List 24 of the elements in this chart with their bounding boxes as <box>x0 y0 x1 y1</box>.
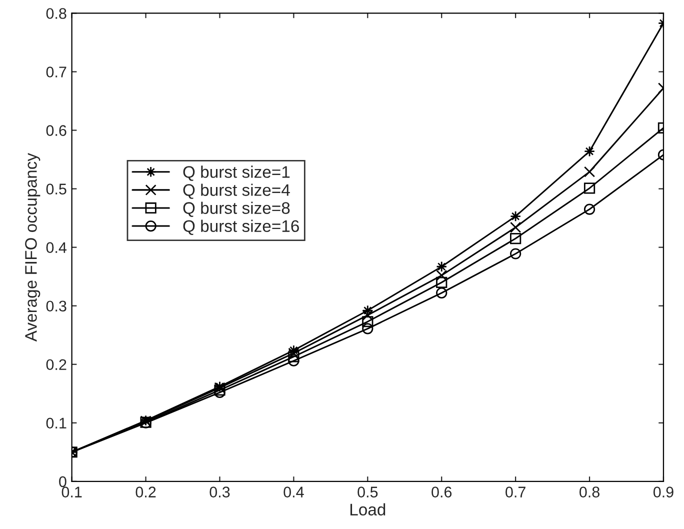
x-tick-label: 0.8 <box>580 486 600 498</box>
y-tick-label: 0.2 <box>46 359 66 370</box>
x-tick-label: 0.9 <box>653 486 674 498</box>
x-tick-label: 0.7 <box>506 486 526 498</box>
x-axis-title: Load <box>350 503 386 516</box>
y-tick-label: 0.1 <box>46 418 66 429</box>
x-tick-label: 0.4 <box>284 486 304 498</box>
legend-label: Q burst size=16 <box>183 220 299 236</box>
y-tick-label: 0.4 <box>46 242 67 253</box>
x-tick-label: 0.1 <box>62 486 82 498</box>
legend-label: Q burst size=4 <box>183 184 290 199</box>
legend-label: Q burst size=8 <box>183 202 290 217</box>
legend-label: Q burst size=1 <box>183 166 290 181</box>
y-tick-label: 0 <box>59 476 66 488</box>
x-tick-label: 0.2 <box>136 486 156 498</box>
y-tick-label: 0.5 <box>46 184 66 194</box>
y-tick-label: 0.7 <box>46 66 66 78</box>
y-tick-label: 0.8 <box>46 8 66 19</box>
x-tick-label: 0.6 <box>432 486 452 498</box>
x-tick-label: 0.3 <box>210 486 230 498</box>
y-axis-title: Average FIFO occupancy <box>25 152 40 342</box>
x-tick-label: 0.5 <box>358 486 378 498</box>
y-tick-label: 0.6 <box>46 125 66 136</box>
y-tick-label: 0.3 <box>46 300 66 312</box>
